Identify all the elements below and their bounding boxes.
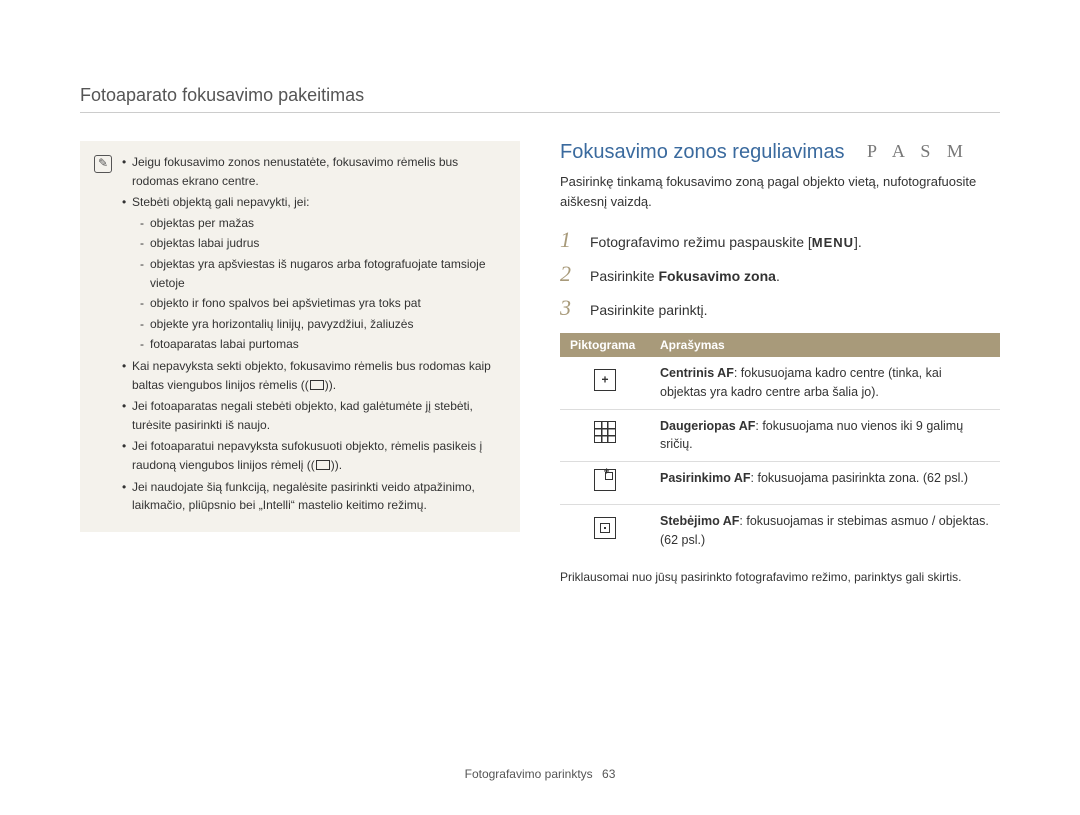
note-subitem: fotoaparatas labai purtomas [132,335,506,354]
step-number: 2 [560,261,576,287]
note-item: Jei fotoaparatui nepavyksta sufokusuoti … [122,437,506,474]
note-box: ✎ Jeigu fokusavimo zonos nenustatėte, fo… [80,141,520,532]
page-footer: Fotografavimo parinktys 63 [0,767,1080,781]
icon-cell [560,504,650,556]
th-desc: Aprašymas [650,333,1000,357]
note-subitem: objektas yra apšviestas iš nugaros arba … [132,255,506,292]
section-intro: Pasirinkę tinkamą fokusavimo zoną pagal … [560,172,1000,211]
desc-cell: Pasirinkimo AF: fokusuojama pasirinkta z… [650,462,1000,505]
menu-label: MENU [812,235,854,250]
step-bold: Fokusavimo zona [658,268,775,284]
note-icon: ✎ [94,155,112,173]
note-item: Jei naudojate šią funkciją, negalėsite p… [122,478,506,515]
frame-icon [310,380,324,390]
note-item: Jeigu fokusavimo zonos nenustatėte, foku… [122,153,506,190]
note-subitem: objekto ir fono spalvos bei apšvietimas … [132,294,506,313]
multi-af-icon [594,421,616,443]
desc-cell: Centrinis AF: fokusuojama kadro centre (… [650,357,1000,409]
mode-letters: P A S M [867,141,969,161]
section-heading: Fokusavimo zonos reguliavimas [560,141,845,163]
table-row: Daugeriopas AF: fokusuojama nuo vienos i… [560,409,1000,462]
step: 2 Pasirinkite Fokusavimo zona. [560,261,1000,287]
icon-cell [560,357,650,409]
note-subitem: objektas per mažas [132,214,506,233]
frame-icon [316,460,330,470]
step-text: Pasirinkite parinktį. [590,300,708,321]
steps-list: 1 Fotografavimo režimu paspauskite [MENU]… [560,227,1000,321]
track-af-icon [594,517,616,539]
step-text: Fotografavimo režimu paspauskite [MENU]. [590,232,862,253]
note-item: Jei fotoaparatas negali stebėti objekto,… [122,397,506,434]
step: 3 Pasirinkite parinktį. [560,295,1000,321]
center-af-icon [594,369,616,391]
note-subitem: objekte yra horizontalių linijų, pavyzdž… [132,315,506,334]
page-title: Fotoaparato fokusavimo pakeitimas [80,85,1000,113]
step-number: 1 [560,227,576,253]
step: 1 Fotografavimo režimu paspauskite [MENU]… [560,227,1000,253]
select-af-icon [594,469,616,491]
footer-label: Fotografavimo parinktys [465,767,593,781]
desc-cell: Daugeriopas AF: fokusuojama nuo vienos i… [650,409,1000,462]
note-item: Stebėti objektą gali nepavykti, jei:obje… [122,193,506,354]
step-number: 3 [560,295,576,321]
desc-cell: Stebėjimo AF: fokusuojamas ir stebimas a… [650,504,1000,556]
footer-page: 63 [602,767,615,781]
note-content: Jeigu fokusavimo zonos nenustatėte, foku… [122,153,506,518]
af-table: Piktograma Aprašymas Centrinis AF: fokus… [560,333,1000,556]
table-row: Stebėjimo AF: fokusuojamas ir stebimas a… [560,504,1000,556]
section-header: Fokusavimo zonos reguliavimas P A S M [560,141,1000,164]
table-row: Centrinis AF: fokusuojama kadro centre (… [560,357,1000,409]
note-item: Kai nepavyksta sekti objekto, fokusavimo… [122,357,506,394]
note-subitem: objektas labai judrus [132,234,506,253]
th-icon: Piktograma [560,333,650,357]
icon-cell [560,462,650,505]
step-text: Pasirinkite Fokusavimo zona. [590,266,780,287]
icon-cell [560,409,650,462]
table-footnote: Priklausomai nuo jūsų pasirinkto fotogra… [560,568,1000,586]
table-row: Pasirinkimo AF: fokusuojama pasirinkta z… [560,462,1000,505]
